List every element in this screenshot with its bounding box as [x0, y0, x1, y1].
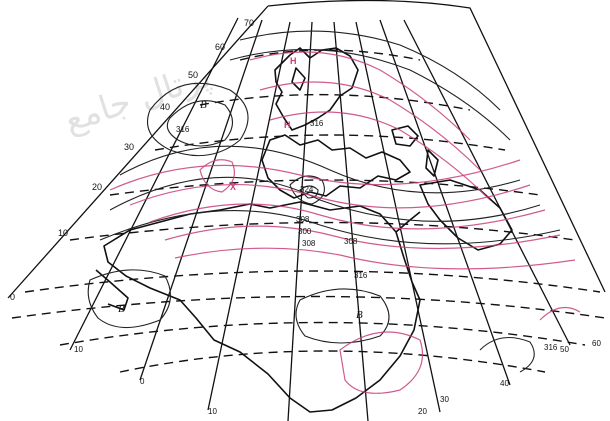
lat-label-10: 10 — [58, 228, 68, 238]
contour-label: 316 — [354, 271, 368, 280]
contour-label: 316 — [310, 119, 324, 128]
magenta-mark: H — [284, 120, 291, 130]
latitude-labels: 70 60 50 40 30 20 10 0 — [10, 18, 254, 302]
center-b-atlantic: B — [200, 99, 207, 111]
contour-label: 308 — [296, 215, 310, 224]
contour-label: 316 — [176, 125, 190, 134]
magenta-marks: H H X — [230, 56, 297, 192]
map-frame — [7, 0, 606, 299]
magenta-mark: H — [290, 56, 297, 66]
lat-label-0: 0 — [10, 292, 15, 302]
magenta-mark: X — [230, 182, 236, 192]
black-isohypses — [87, 30, 561, 373]
magenta-isohypses — [109, 51, 581, 394]
lat-label-40: 40 — [160, 102, 170, 112]
watermark-text: پرتال جامع — [59, 56, 215, 141]
lon-label-20e: 20 — [418, 407, 427, 416]
contour-label: 308 — [302, 239, 316, 248]
lat-label-20: 20 — [92, 182, 102, 192]
lon-label-30e: 30 — [440, 395, 449, 404]
lon-label-10w: 10 — [74, 345, 83, 354]
lat-label-70: 70 — [244, 18, 254, 28]
center-markers: B B B — [118, 99, 363, 321]
lat-label-30: 30 — [124, 142, 134, 152]
contour-label: 300 — [298, 227, 312, 236]
longitude-labels: 10 0 10 20 30 40 50 60 — [74, 339, 601, 416]
contour-label: 324 — [300, 185, 314, 194]
lat-label-50: 50 — [188, 70, 198, 80]
lon-label-0: 0 — [140, 377, 145, 386]
lon-label-50e: 50 — [560, 345, 569, 354]
lon-label-10e: 10 — [208, 407, 217, 416]
contour-label: 308 — [344, 237, 358, 246]
center-b-west-africa: B — [118, 303, 125, 315]
lon-label-60e: 60 — [592, 339, 601, 348]
contour-label: 316 — [544, 343, 558, 352]
contour-labels: 316 316 324 308 300 308 308 316 316 — [176, 119, 558, 352]
lat-label-60: 60 — [215, 42, 225, 52]
center-b-central-africa: B — [356, 309, 363, 321]
lon-label-40e: 40 — [500, 379, 509, 388]
